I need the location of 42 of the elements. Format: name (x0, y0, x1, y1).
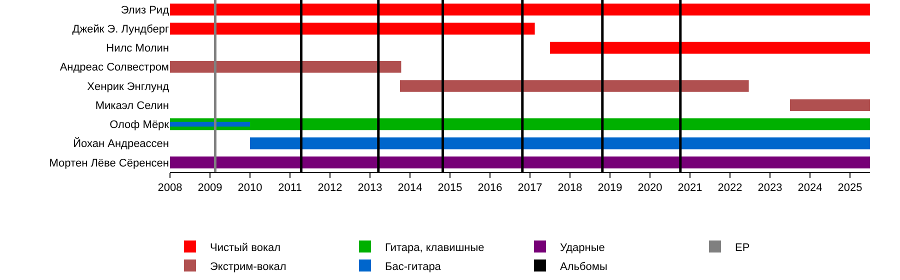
bar (790, 99, 870, 112)
y-tick-label: Джейк Э. Лундберг (72, 24, 169, 36)
x-tick-label: 2024 (798, 182, 822, 194)
y-tick-label: Йохан Андреассен (73, 137, 169, 150)
x-tick-label: 2019 (598, 182, 622, 194)
x-tick-label: 2020 (638, 182, 662, 194)
x-tick-label: 2010 (238, 182, 262, 194)
y-tick-label: Олоф Мёрк (110, 119, 170, 132)
x-tick-label: 2008 (158, 182, 182, 194)
x-tick-label: 2009 (198, 182, 222, 194)
bar (170, 156, 870, 168)
y-tick-label: Андреас Солвестром (60, 62, 169, 74)
bar (550, 42, 870, 54)
y-tick-label: Хенрик Энглунд (87, 80, 170, 93)
x-tick-label: 2016 (478, 182, 502, 194)
x-tick-label: 2014 (398, 182, 422, 194)
y-tick-label: Элиз Рид (120, 4, 170, 16)
x-tick-label: 2012 (318, 182, 342, 194)
y-tick-label: Микаэл Селин (95, 100, 169, 112)
legend-label: Экстрим-вокал (210, 260, 286, 273)
x-tick-label: 2018 (558, 182, 582, 194)
x-tick-label: 2023 (758, 182, 782, 194)
legend-label: Бас-гитара (385, 260, 442, 273)
y-tick-label: Нилс Молин (106, 42, 169, 55)
bar (170, 22, 535, 35)
y-tick-label: Мортен Лёве Сёренсен (49, 157, 169, 170)
x-tick-label: 2022 (718, 182, 742, 194)
bar (170, 4, 870, 16)
x-tick-label: 2021 (678, 182, 702, 194)
x-tick-label: 2015 (438, 182, 462, 194)
x-tick-label: 2017 (518, 182, 542, 194)
bar (400, 80, 749, 92)
x-tick-label: 2011 (278, 182, 302, 194)
x-tick-label: 2025 (838, 182, 862, 194)
bar (170, 60, 402, 73)
bar (170, 118, 870, 130)
legend-label: Гитара, клавишные (385, 242, 484, 254)
legend-label: Альбомы (560, 260, 608, 273)
x-tick-label: 2013 (358, 182, 382, 194)
legend-label: Ударные (560, 242, 605, 254)
legend-label: EP (735, 242, 750, 254)
legend-label: Чистый вокал (210, 242, 281, 254)
